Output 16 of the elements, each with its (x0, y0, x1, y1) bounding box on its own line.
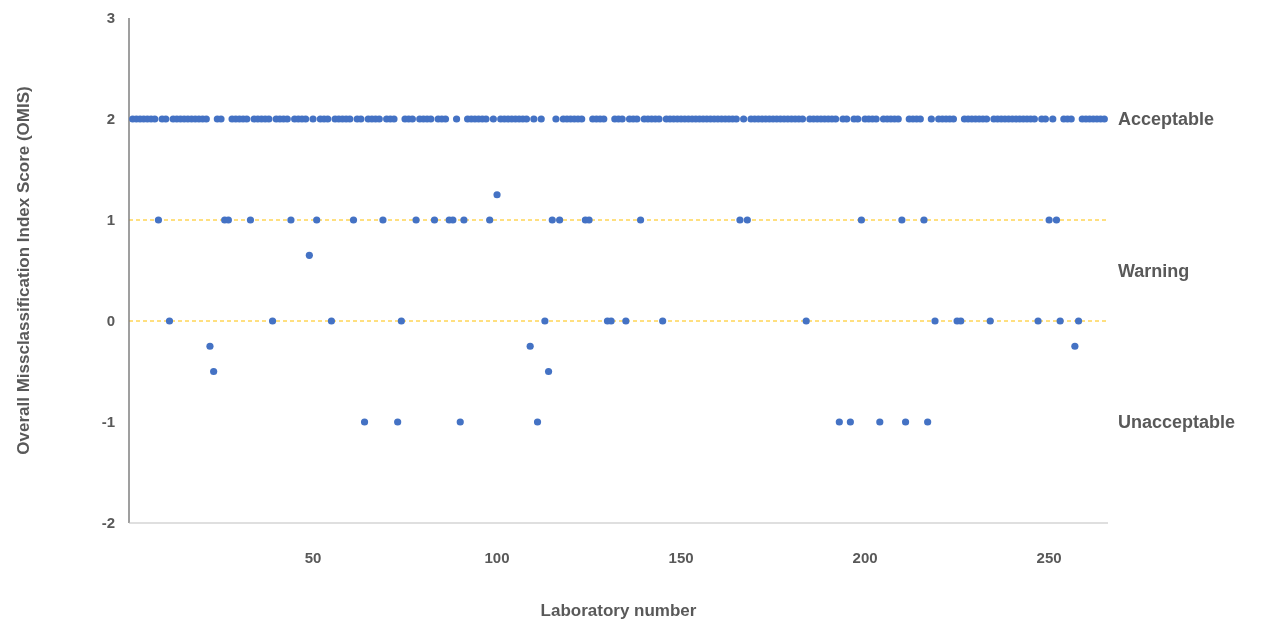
x-axis-title: Laboratory number (540, 601, 697, 620)
y-tick-label: -2 (101, 514, 115, 532)
y-tick-label: 0 (106, 312, 115, 330)
y-tick-label: -1 (101, 413, 115, 431)
x-tick-label: 50 (304, 549, 322, 566)
x-tick-label: 100 (484, 549, 510, 566)
text: Warning (1118, 260, 1190, 281)
y-tick-label: 3 (106, 9, 115, 27)
text: Unacceptable (1118, 412, 1236, 433)
x-tick-label: 200 (852, 549, 878, 566)
y-tick-label: 2 (106, 110, 115, 128)
y-tick-label: 1 (106, 211, 115, 229)
y-axis-title: Overall Missclassification Index Score (OMIS) (13, 86, 33, 455)
text: Acceptable (1118, 109, 1215, 130)
x-tick-label: 250 (1036, 549, 1062, 566)
x-tick-label: 150 (668, 549, 694, 566)
